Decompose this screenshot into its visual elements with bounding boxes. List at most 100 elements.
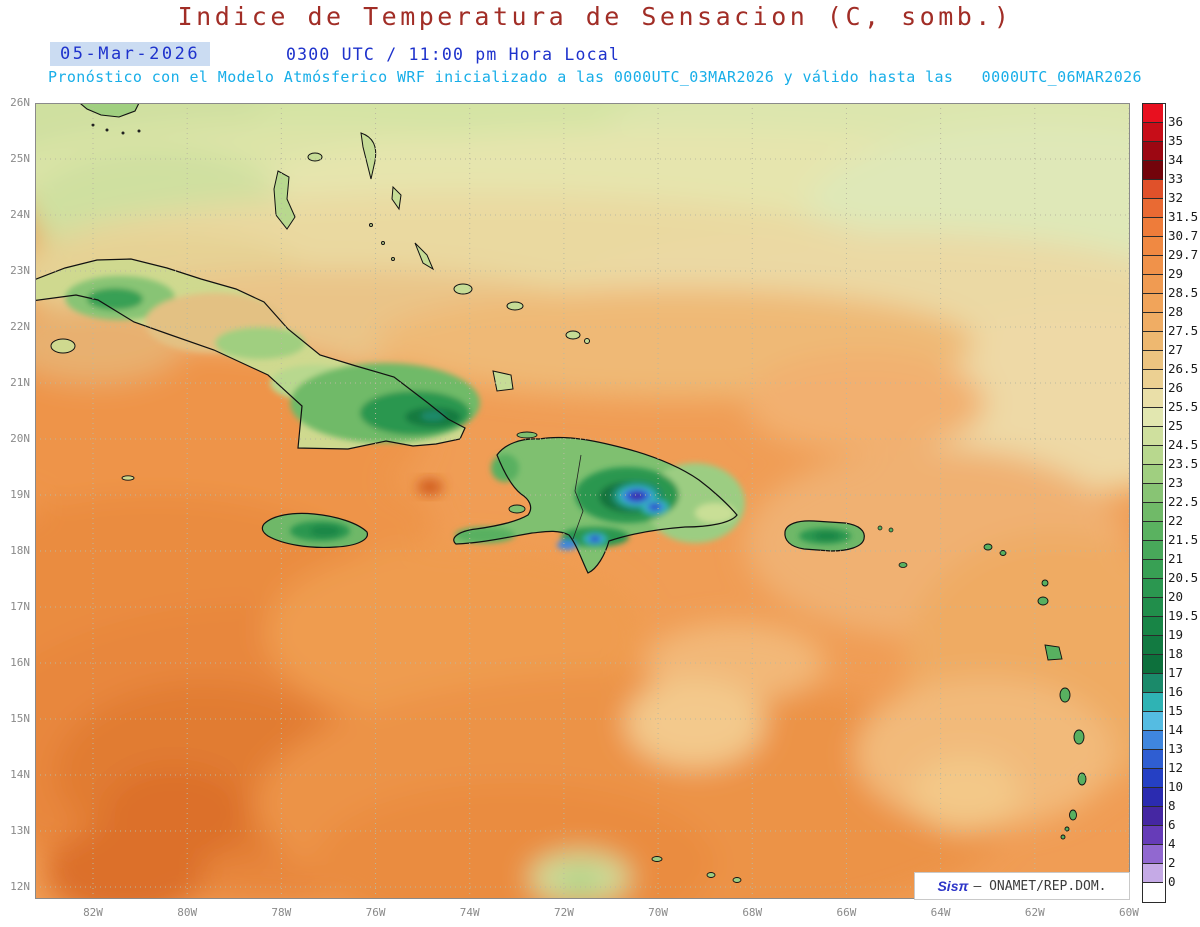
colorbar-label: 25: [1168, 418, 1184, 433]
colorbar-label: 22.5: [1168, 494, 1199, 509]
haiti-dr-border: [572, 454, 584, 540]
island-puerto-rico: [784, 520, 908, 568]
lat-label: 26N: [10, 96, 30, 109]
colorbar-cell: [1143, 617, 1163, 636]
map-canvas: [35, 103, 1130, 899]
colorbar-cell: [1143, 845, 1163, 864]
colorbar-label: 6: [1168, 817, 1176, 832]
lat-label: 19N: [10, 488, 30, 501]
colorbar-label: 36: [1168, 114, 1184, 129]
colorbar-label: 29: [1168, 266, 1184, 281]
colorbar-cell: [1143, 275, 1163, 294]
colorbar-cell: [1143, 541, 1163, 560]
colorbar-cell: [1143, 294, 1163, 313]
island-jamaica: [261, 512, 368, 549]
forecast-date: 05-Mar-2026: [50, 42, 211, 66]
colorbar-cell: [1143, 522, 1163, 541]
colorbar-cell: [1143, 332, 1163, 351]
watermark-brand: Sisπ: [937, 878, 969, 894]
colorbar-cell: [1143, 123, 1163, 142]
lat-label: 22N: [10, 320, 30, 333]
colorbar-cell: [1143, 883, 1163, 902]
colorbar-cell: [1143, 560, 1163, 579]
colorbar-label: 22: [1168, 513, 1184, 528]
lon-label: 60W: [1119, 906, 1139, 919]
lat-label: 16N: [10, 656, 30, 669]
colorbar-cell: [1143, 351, 1163, 370]
lon-label: 76W: [365, 906, 386, 919]
colorbar-cell: [1143, 370, 1163, 389]
colorbar-cell: [1143, 180, 1163, 199]
colorbar-cell: [1143, 636, 1163, 655]
colorbar-label: 23: [1168, 475, 1184, 490]
colorbar-label: 30.7: [1168, 228, 1199, 243]
lat-label: 12N: [10, 880, 30, 893]
colorbar-label: 28.5: [1168, 285, 1199, 300]
colorbar-label: 23.5: [1168, 456, 1199, 471]
colorbar-cell: [1143, 712, 1163, 731]
colorbar-label: 21: [1168, 551, 1184, 566]
colorbar-label: 29.7: [1168, 247, 1199, 262]
colorbar-cell: [1143, 750, 1163, 769]
lat-label: 23N: [10, 264, 30, 277]
colorbar-cell: [1143, 693, 1163, 712]
colorbar-label: 26: [1168, 380, 1184, 395]
colorbar-label: 21.5: [1168, 532, 1199, 547]
colorbar-label: 27.5: [1168, 323, 1199, 338]
map-title: Indice de Temperatura de Sensacion (C, s…: [177, 2, 1013, 31]
colorbar-label: 16: [1168, 684, 1184, 699]
colorbar-cell: [1143, 313, 1163, 332]
island-cuba: [35, 258, 480, 481]
colorbar-cell: [1143, 199, 1163, 218]
colorbar-label: 20.5: [1168, 570, 1199, 585]
watermark: Sisπ – ONAMET/REP.DOM.: [914, 872, 1130, 900]
colorbar-label: 17: [1168, 665, 1184, 680]
colorbar-label: 4: [1168, 836, 1176, 851]
hot-spot: [417, 479, 443, 495]
colorbar-cell: [1143, 389, 1163, 408]
lon-label: 74W: [459, 906, 480, 919]
colorbar-cell: [1143, 731, 1163, 750]
lon-label: 72W: [553, 906, 574, 919]
colorbar-label: 2: [1168, 855, 1176, 870]
lat-label: 21N: [10, 376, 30, 389]
colorbar-label: 35: [1168, 133, 1184, 148]
colorbar-cell: [1143, 503, 1163, 522]
colorbar-label: 33: [1168, 171, 1184, 186]
colorbar-label: 14: [1168, 722, 1184, 737]
bahamas-islands: [273, 132, 590, 392]
colorbar-cell: [1143, 484, 1163, 503]
lon-label: 70W: [648, 906, 669, 919]
lat-label: 18N: [10, 544, 30, 557]
watermark-source: – ONAMET/REP.DOM.: [973, 878, 1107, 894]
colorbar-label: 19.5: [1168, 608, 1199, 623]
lat-label: 14N: [10, 768, 30, 781]
colorbar-cell: [1143, 769, 1163, 788]
colorbar-cell: [1143, 104, 1163, 123]
colorbar-label: 0: [1168, 874, 1176, 889]
colorbar-cell: [1143, 237, 1163, 256]
lat-label: 15N: [10, 712, 30, 725]
colorbar-cell: [1143, 142, 1163, 161]
colorbar-cell: [1143, 826, 1163, 845]
forecast-time: 0300 UTC / 11:00 pm Hora Local: [286, 45, 621, 64]
temperature-field: [35, 103, 1130, 899]
lon-label: 64W: [930, 906, 951, 919]
colorbar-cell: [1143, 788, 1163, 807]
colorbar-label: 15: [1168, 703, 1184, 718]
colorbar-label: 27: [1168, 342, 1184, 357]
colorbar-cell: [1143, 579, 1163, 598]
colorbar-label: 24.5: [1168, 437, 1199, 452]
map-frame: [35, 103, 1130, 899]
colorbar-label: 26.5: [1168, 361, 1199, 376]
colorbar-cell: [1143, 655, 1163, 674]
lat-label: 20N: [10, 432, 30, 445]
lon-label: 78W: [271, 906, 292, 919]
lat-label: 17N: [10, 600, 30, 613]
lon-label: 66W: [836, 906, 857, 919]
colorbar-cells: [1142, 103, 1166, 903]
lon-label: 68W: [742, 906, 763, 919]
colorbar-cell: [1143, 807, 1163, 826]
colorbar-cell: [1143, 465, 1163, 484]
abc-islands: [651, 856, 742, 883]
